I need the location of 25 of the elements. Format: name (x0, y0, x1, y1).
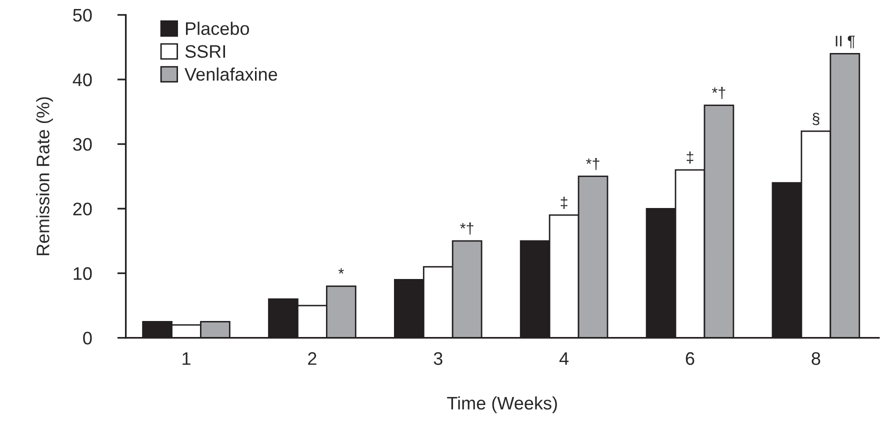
legend-label: Venlafaxine (184, 68, 278, 81)
x-tick-label: 1 (182, 352, 190, 365)
y-tick-label: 10 (74, 267, 92, 280)
data-label: * (338, 268, 344, 274)
x-axis-title: Time (Weeks) (447, 396, 557, 414)
x-tick-label: 4 (559, 352, 569, 365)
legend-label: Placebo (186, 22, 250, 35)
y-tick-label: 40 (72, 73, 92, 86)
y-axis-title: Remission Rate (%) (36, 97, 53, 256)
x-tick-label: 2 (308, 352, 316, 365)
data-label: ‡ (560, 196, 568, 209)
y-tick-label: 20 (73, 202, 92, 216)
data-label: *† (586, 158, 600, 170)
y-tick-label: 30 (73, 138, 92, 151)
y-tick-label: 0 (83, 332, 92, 345)
data-label: II ¶ (836, 36, 855, 48)
y-tick-label: 50 (73, 8, 92, 22)
data-label: *† (460, 222, 474, 235)
data-label: *† (712, 86, 726, 100)
x-tick-label: 3 (434, 352, 442, 365)
legend-label: SSRI (185, 45, 225, 58)
data-label: ‡ (686, 151, 694, 164)
x-tick-label: 8 (812, 352, 820, 365)
x-tick-label: 6 (686, 352, 694, 365)
data-label: § (812, 112, 820, 126)
